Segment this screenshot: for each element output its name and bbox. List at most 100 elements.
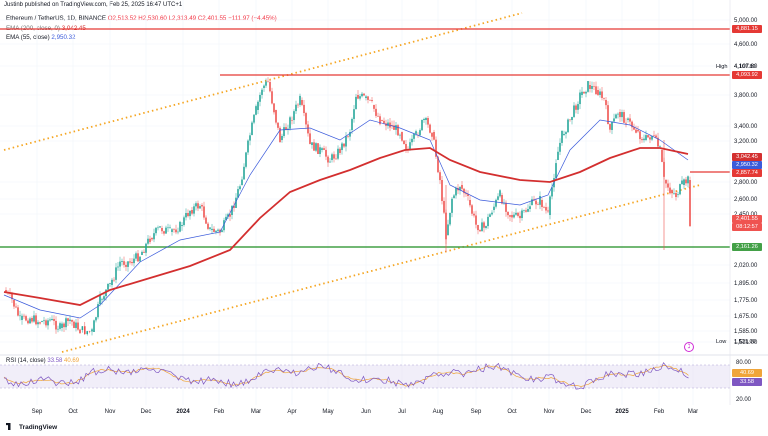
price-axis-label: 5,000.00 — [734, 18, 758, 24]
candle-body — [557, 151, 559, 160]
candle-body — [581, 91, 583, 95]
price-axis-label: 3,400.00 — [734, 124, 758, 130]
candle-body — [467, 194, 469, 196]
time-axis-label: Sep — [471, 409, 482, 415]
candle-body — [579, 92, 581, 105]
candle-body — [399, 134, 401, 136]
brand-footer: TradingView — [6, 423, 57, 431]
candle-body — [123, 261, 125, 265]
candle-body — [361, 93, 363, 97]
candle-body — [141, 251, 143, 255]
candle-body — [577, 104, 579, 110]
time-axis-label: Feb — [214, 409, 225, 415]
candle-body — [57, 328, 59, 330]
ema55-legend[interactable]: EMA (55, close) 2,950.32 — [6, 34, 76, 41]
candle-body — [409, 142, 411, 150]
rsi-tag-ma: 40.69 — [732, 369, 762, 377]
candle-body — [53, 318, 55, 321]
time-axis-label: Oct — [68, 409, 78, 415]
time-axis-label: Mar — [688, 409, 698, 415]
candle-body — [185, 212, 187, 218]
candle-body — [623, 112, 625, 123]
candle-body — [411, 138, 413, 143]
time-axis-label: Aug — [433, 409, 444, 415]
channel-upper-line — [3, 12, 523, 151]
candle-body — [147, 238, 149, 244]
candle-body — [207, 223, 209, 229]
candle-body — [587, 81, 589, 92]
candle-body — [483, 222, 485, 228]
candle-body — [529, 206, 531, 210]
candle-body — [127, 261, 129, 267]
symbol-legend[interactable]: Ethereum / TetherUS, 1D, BINANCE O2,513.… — [6, 15, 277, 22]
rsi-tag-value: 33.58 — [732, 378, 762, 386]
candle-body — [485, 226, 487, 228]
high-label: High — [716, 64, 728, 70]
candle-body — [267, 81, 269, 83]
candle-body — [257, 101, 259, 110]
candle-body — [415, 131, 417, 134]
candle-body — [301, 100, 303, 105]
candle-body — [327, 156, 329, 163]
candle-body — [359, 96, 361, 99]
price-tag-4093: 4,093.92 — [732, 71, 762, 79]
rsi-legend[interactable]: RSI (14, close) 33.58 40.69 — [6, 358, 79, 364]
candle-body — [603, 97, 605, 99]
candle-body — [51, 318, 53, 320]
candle-body — [585, 91, 587, 94]
candle-body — [677, 194, 679, 195]
candle-body — [531, 199, 533, 205]
candle-body — [119, 261, 121, 267]
time-axis[interactable]: Sep Oct Nov Dec 2024 Feb Mar Apr May Jun Jul Aug Sep… — [32, 409, 699, 415]
candle-body — [43, 320, 45, 322]
candle-body — [595, 86, 597, 95]
candle-body — [47, 320, 49, 326]
tradingview-logo-icon[interactable]: ℷ — [684, 342, 694, 352]
candle-body — [505, 202, 507, 212]
price-axis[interactable]: 5,000.00 4,600.00 4,107.80 3,800.00 3,400.00… — [734, 18, 758, 403]
candle-body — [615, 114, 617, 119]
candle-body — [201, 205, 203, 207]
candle-body — [373, 105, 375, 109]
candle-body — [537, 204, 539, 205]
candle-body — [459, 186, 461, 191]
candle-body — [561, 130, 563, 143]
candle-body — [575, 105, 577, 110]
candle-body — [39, 322, 41, 324]
candle-body — [203, 206, 205, 218]
candle-body — [239, 186, 241, 190]
candle-body — [349, 132, 351, 137]
candle-body — [439, 172, 441, 181]
price-axis-label: 3,800.00 — [734, 93, 758, 99]
candle-body — [567, 119, 569, 133]
candle-body — [593, 86, 595, 87]
candle-body — [403, 140, 405, 144]
candle-body — [547, 210, 549, 212]
candle-body — [465, 193, 467, 195]
candle-body — [237, 189, 239, 198]
candle-body — [299, 95, 301, 105]
candle-body — [33, 315, 35, 322]
price-axis-label: 2,600.00 — [734, 197, 758, 203]
candle-body — [347, 136, 349, 137]
publisher-line: Justinb published on TradingView.com, Fe… — [4, 2, 183, 8]
candle-body — [431, 132, 433, 137]
candle-body — [229, 214, 231, 217]
candle-body — [455, 187, 457, 196]
time-axis-label: Jun — [361, 409, 371, 415]
candle-body — [571, 116, 573, 120]
candle-body — [655, 135, 657, 138]
candle-body — [625, 122, 627, 124]
candle-body — [167, 227, 169, 229]
candle-body — [5, 290, 7, 293]
candle-body — [545, 207, 547, 211]
candle-body — [437, 156, 439, 173]
candle-body — [41, 321, 43, 322]
candle-body — [627, 118, 629, 120]
candle-body — [683, 179, 685, 185]
candle-body — [31, 318, 33, 322]
candle-body — [135, 253, 137, 259]
candle-body — [631, 121, 633, 128]
candle-body — [133, 258, 135, 264]
